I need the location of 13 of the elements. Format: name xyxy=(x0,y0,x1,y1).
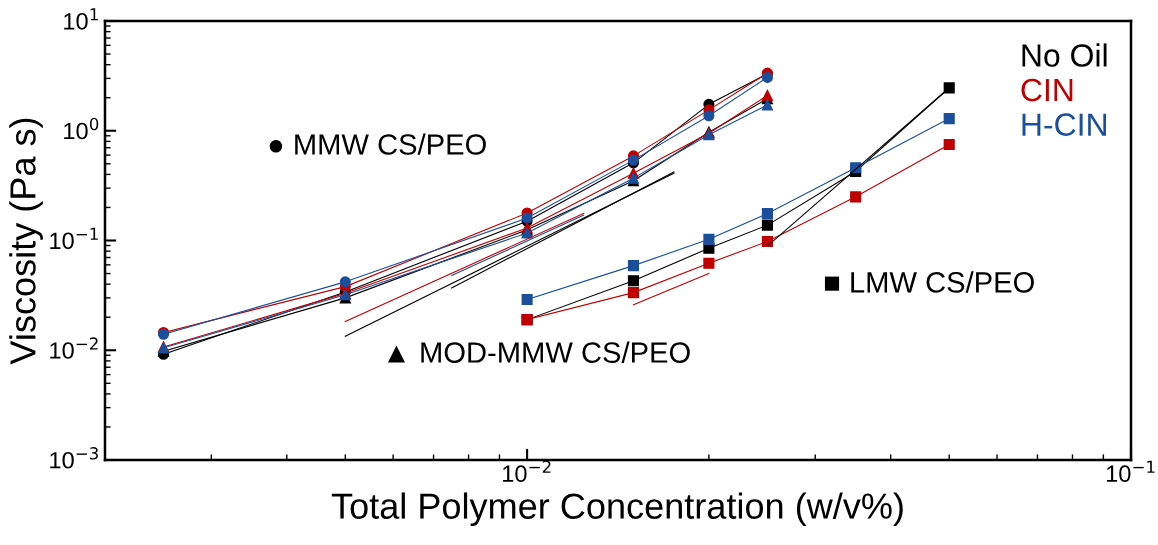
annotation: ■ LMW CS/PEO xyxy=(824,271,1034,293)
annotation: ▲ MOD-MMW CS/PEO xyxy=(387,341,690,363)
text: CIN xyxy=(1021,78,1073,102)
y-tick-label: 10$^{−2}$ xyxy=(50,337,98,359)
y-tick-label: 10$^{0}$ xyxy=(64,117,99,140)
x-axis-title: Total Polymer Concentration (w/v%) xyxy=(331,492,903,527)
text: No Oil xyxy=(1022,43,1107,67)
y-axis-title: Viscosity (Pa s) xyxy=(9,118,43,365)
text: H-CIN xyxy=(1022,113,1106,136)
annotation: ● MMW CS/PEO xyxy=(269,133,486,155)
y-tick-label: 10$^{−3}$ xyxy=(50,447,98,469)
y-tick-label: 10$^{1}$ xyxy=(64,8,98,30)
y-tick-label: 10$^{−1}$ xyxy=(50,227,98,250)
